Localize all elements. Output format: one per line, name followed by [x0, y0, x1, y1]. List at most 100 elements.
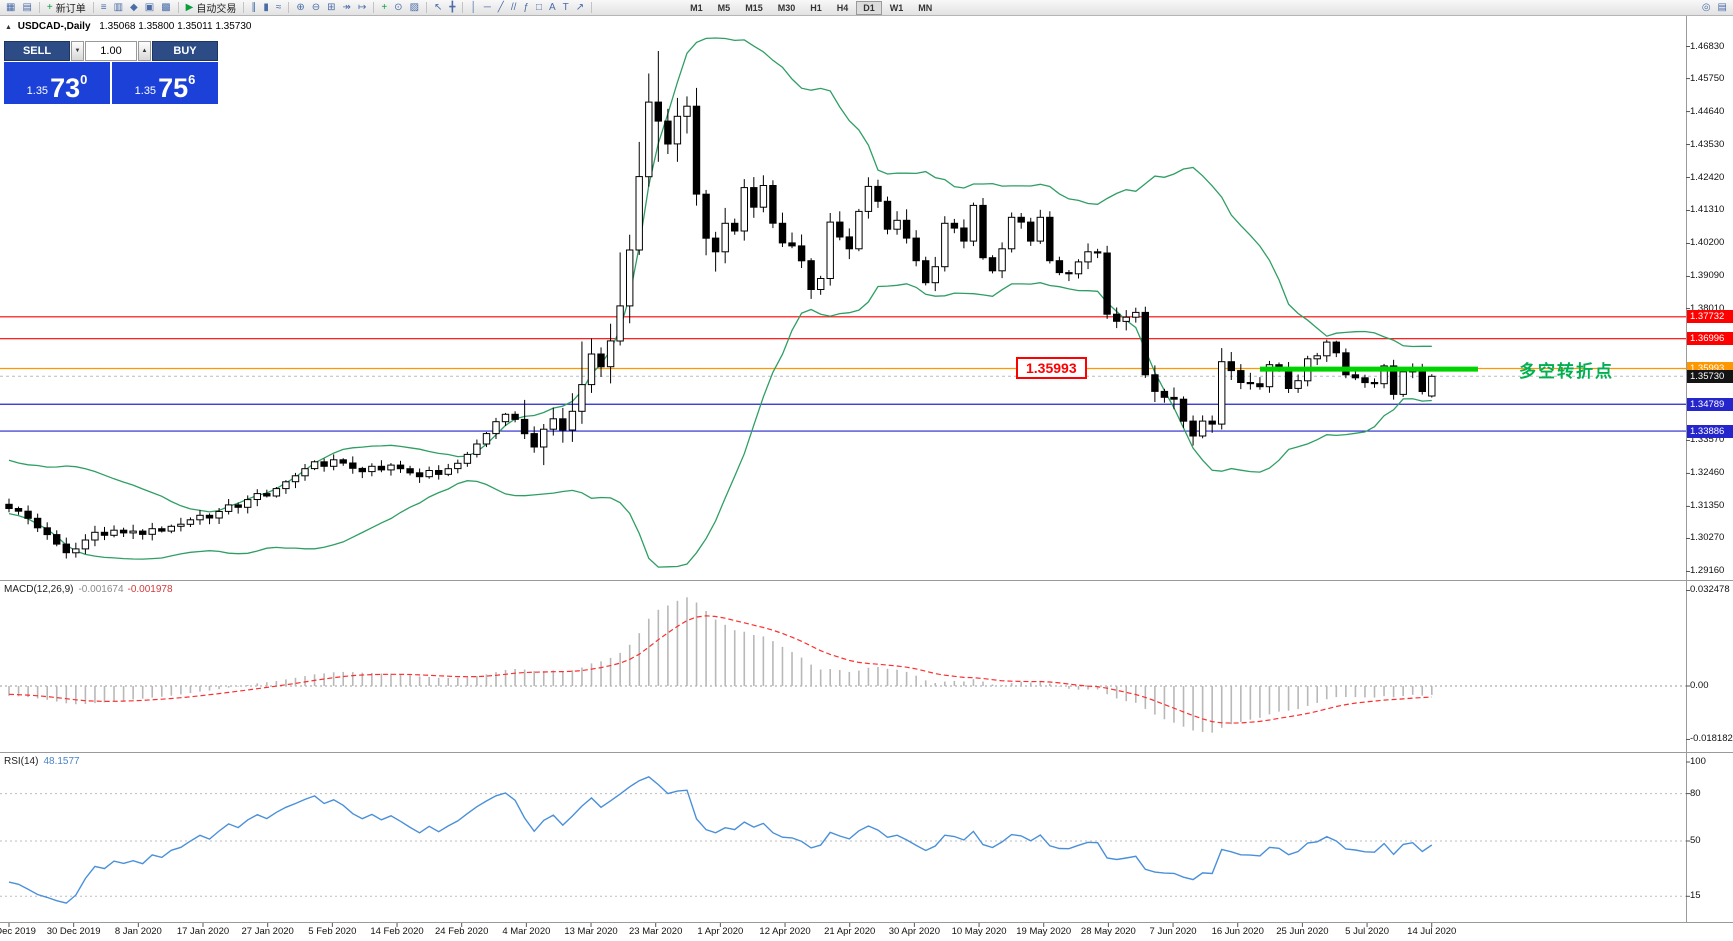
chart-bars-icon: ∥ — [251, 1, 257, 13]
periods-icon: ⊙ — [394, 1, 403, 13]
sell-price-button[interactable]: 1.35 73 0 — [4, 62, 110, 104]
zoom-in-icon-button[interactable]: ⊕ — [293, 1, 307, 15]
timeframe-mn-button[interactable]: MN — [918, 2, 933, 13]
data-window-icon: ▥ — [113, 1, 124, 13]
vertical-line-icon: │ — [470, 1, 477, 13]
chart-line-icon-button[interactable]: ≈ — [273, 1, 285, 15]
vertical-line-icon-button[interactable]: │ — [467, 1, 479, 15]
autotrading-button[interactable]: ▶ 自动交易 — [183, 1, 240, 16]
text-label-icon: T — [562, 1, 569, 13]
bollinger-bands — [8, 37, 1432, 568]
text-icon-button[interactable]: A — [546, 1, 559, 15]
buy-price-prefix: 1.35 — [134, 85, 157, 97]
symbol-collapse-icon[interactable]: ▲ — [5, 24, 12, 31]
macd-signal-value: -0.001978 — [127, 584, 173, 595]
new-order-button[interactable]: + 新订单 — [44, 1, 89, 16]
timeframe-m5-button[interactable]: M5 — [717, 2, 731, 13]
toolbar-separator — [177, 2, 179, 13]
crosshair-icon-button[interactable]: ╋ — [446, 1, 458, 15]
toolbar-separator — [288, 2, 290, 13]
shapes-icon: □ — [535, 1, 542, 13]
volume-input[interactable] — [85, 41, 137, 61]
arrows-icon-button[interactable]: ↗ — [573, 1, 587, 15]
chart-list-icon-button[interactable]: ▤ — [1715, 1, 1730, 15]
new-order-label: 新订单 — [55, 4, 86, 15]
chart-candles-icon-button[interactable]: ▮ — [260, 1, 272, 15]
toolbar-separator — [38, 2, 40, 13]
chart-bars-icon-button[interactable]: ∥ — [248, 1, 259, 15]
symbol-title: USDCAD-,Daily — [17, 21, 91, 32]
timeframe-h4-button[interactable]: H4 — [836, 2, 849, 13]
templates-icon-button[interactable]: ▨ — [407, 1, 422, 15]
sell-button[interactable]: SELL — [4, 41, 70, 61]
timeframe-m30-button[interactable]: M30 — [777, 2, 796, 13]
timeframe-m1-button[interactable]: M1 — [690, 2, 703, 13]
symbol-info: ▲ USDCAD-,Daily 1.35068 1.35800 1.35011 … — [5, 21, 251, 32]
auto-scroll-icon-button[interactable]: ↠ — [340, 1, 354, 15]
indicators-icon-button[interactable]: + — [378, 1, 390, 15]
new-order-icon: + — [46, 1, 53, 13]
buy-button[interactable]: BUY — [152, 41, 218, 61]
rsi-indicator-label: RSI(14) 48.1577 — [4, 756, 80, 767]
timeframe-d1-button[interactable]: D1 — [856, 0, 882, 15]
chart-annotation-text[interactable]: 多空转折点 — [1519, 362, 1614, 381]
toolbar-separator — [462, 2, 464, 13]
fibonacci-icon-button[interactable]: ƒ — [520, 1, 532, 15]
templates-icon: ▨ — [409, 1, 420, 13]
text-label-icon-button[interactable]: T — [560, 1, 572, 15]
rsi-name: RSI(14) — [4, 756, 39, 767]
zoom-out-icon-button[interactable]: ⊖ — [309, 1, 323, 15]
trendline-icon-button[interactable]: ╱ — [495, 1, 507, 15]
volume-up-button[interactable]: ▲ — [138, 41, 151, 61]
rsi-line — [8, 775, 1433, 904]
chart-shift-icon: ↦ — [357, 1, 367, 13]
strategy-tester-icon: ▩ — [161, 1, 171, 13]
sell-price-prefix: 1.35 — [26, 85, 49, 97]
navigator-icon-button[interactable]: ◆ — [127, 1, 141, 15]
new-chart-icon: ▦ — [6, 1, 16, 13]
volume-down-button[interactable]: ▼ — [71, 41, 84, 61]
trendline-icon: ╱ — [497, 1, 504, 13]
cursor-icon: ↖ — [434, 1, 443, 13]
zoom-in-icon: ⊕ — [296, 1, 305, 13]
tile-windows-icon-button[interactable]: ⊞ — [324, 1, 338, 15]
auto-scroll-icon: ↠ — [342, 1, 351, 13]
equidistant-channel-icon-button[interactable]: // — [508, 1, 520, 15]
search-icon: ◎ — [1701, 1, 1711, 13]
terminal-icon-button[interactable]: ▣ — [142, 1, 157, 15]
horizontal-line-icon: ─ — [483, 1, 491, 13]
symbol-ohlc: 1.35068 1.35800 1.35011 1.35730 — [99, 21, 252, 32]
data-window-icon-button[interactable]: ▥ — [111, 1, 126, 15]
autotrading-label: 自动交易 — [196, 4, 237, 15]
market-watch-icon-button[interactable]: ≡ — [98, 1, 110, 15]
buy-price-pip: 6 — [188, 72, 196, 87]
timeframe-w1-button[interactable]: W1 — [889, 2, 904, 13]
horizontal-line-icon-button[interactable]: ─ — [481, 1, 494, 15]
sell-price-main: 73 — [50, 73, 81, 103]
indicators-icon: + — [381, 1, 388, 13]
toolbar-separator — [591, 2, 593, 13]
timeframe-m15-button[interactable]: M15 — [745, 2, 763, 13]
sell-price-pip: 0 — [80, 72, 88, 87]
strategy-tester-icon-button[interactable]: ▩ — [158, 1, 173, 15]
buy-price-button[interactable]: 1.35 75 6 — [112, 62, 218, 104]
search-icon-button[interactable]: ◎ — [1699, 1, 1714, 15]
periods-icon-button[interactable]: ⊙ — [391, 1, 405, 15]
chart-profiles-icon: ▤ — [22, 1, 32, 13]
chart-profiles-icon-button[interactable]: ▤ — [19, 1, 34, 15]
price-callout-label[interactable]: 1.35993 — [1016, 357, 1087, 379]
new-chart-icon-button[interactable]: ▦ — [3, 1, 18, 15]
tile-windows-icon: ⊞ — [327, 1, 336, 13]
macd-name: MACD(12,26,9) — [4, 584, 74, 595]
cursor-icon-button[interactable]: ↖ — [431, 1, 445, 15]
terminal-icon: ▣ — [144, 1, 155, 13]
macd-histogram — [8, 597, 1433, 733]
fibonacci-icon: ƒ — [523, 1, 529, 13]
shapes-icon-button[interactable]: □ — [533, 1, 545, 15]
chart-shift-icon-button[interactable]: ↦ — [355, 1, 369, 15]
timeframe-h1-button[interactable]: H1 — [810, 2, 822, 13]
chart-candles-icon: ▮ — [263, 1, 269, 13]
navigator-icon: ◆ — [130, 1, 138, 13]
